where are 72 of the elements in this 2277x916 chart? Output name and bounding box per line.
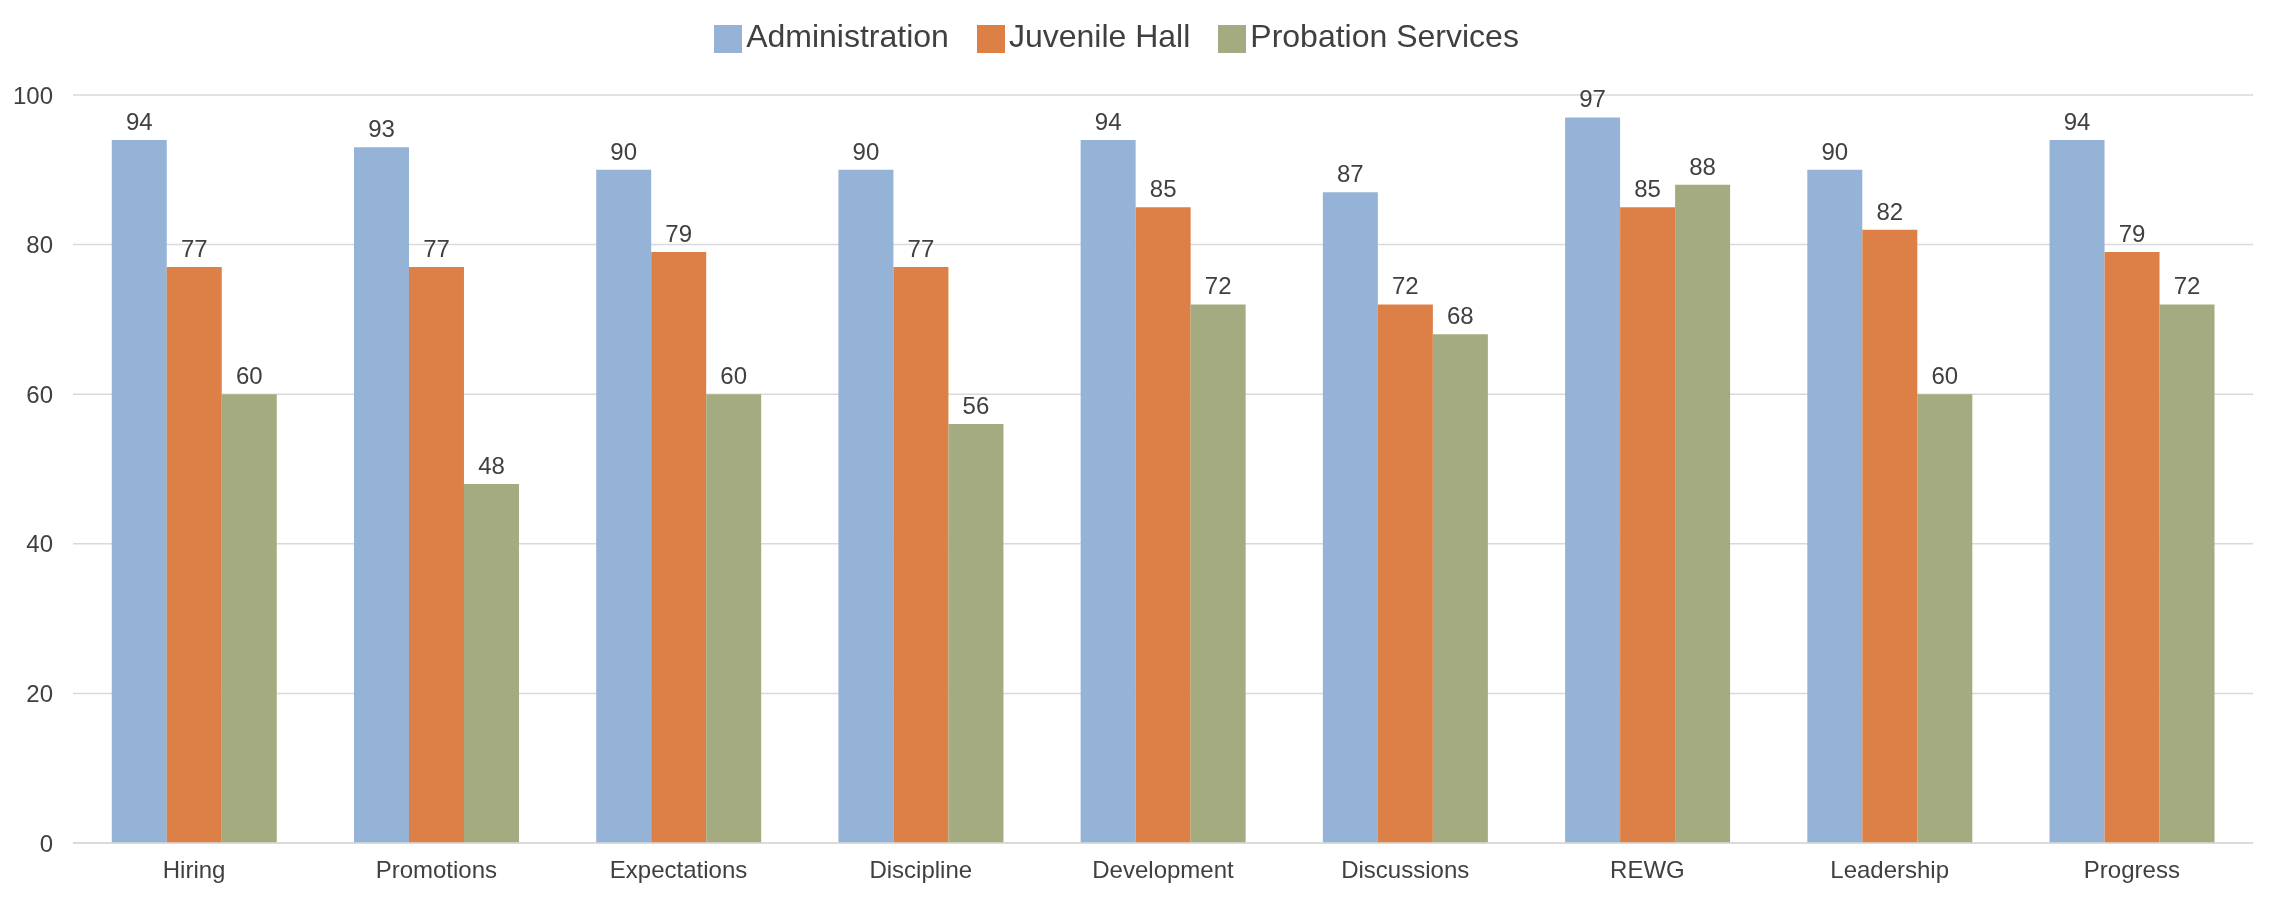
bar	[948, 424, 1004, 843]
bar	[651, 252, 707, 843]
x-tick-label: Discussions	[1341, 856, 1470, 884]
bar	[596, 169, 652, 843]
x-tick-label: Discipline	[869, 856, 973, 884]
x-tick-label: Hiring	[162, 856, 226, 884]
data-label: 82	[1876, 197, 1904, 225]
x-tick-label: Development	[1092, 856, 1235, 884]
data-label: 72	[1392, 272, 1419, 300]
bar	[1807, 169, 1863, 843]
data-label: 79	[665, 220, 693, 248]
data-label: 77	[907, 235, 935, 263]
data-label: 87	[1337, 160, 1364, 188]
bar	[166, 267, 222, 843]
bar	[1565, 117, 1621, 843]
bar	[2104, 252, 2160, 843]
data-label: 56	[962, 392, 990, 420]
data-label: 60	[235, 362, 263, 390]
data-label: 77	[180, 235, 208, 263]
y-tick-label: 20	[26, 679, 53, 707]
x-tick-label: Expectations	[609, 856, 748, 884]
bar	[706, 394, 762, 843]
data-label: 90	[852, 137, 880, 165]
data-label: 68	[1447, 302, 1474, 330]
data-label: 94	[1094, 107, 1122, 135]
y-tick-label: 60	[26, 380, 53, 408]
y-tick-label: 80	[26, 231, 53, 259]
data-label: 94	[2063, 107, 2091, 135]
x-tick-label: Leadership	[1830, 856, 1950, 884]
bar	[838, 169, 894, 843]
bar	[1620, 207, 1676, 843]
legend-label: Probation Services	[1250, 18, 1519, 54]
data-label: 85	[1149, 175, 1177, 203]
data-label: 48	[478, 451, 505, 479]
data-label: 88	[1689, 152, 1716, 180]
bar	[893, 267, 949, 843]
bar	[408, 267, 464, 843]
data-label: 90	[610, 137, 638, 165]
bar	[1917, 394, 1973, 843]
bar	[2049, 139, 2105, 843]
bar	[1675, 184, 1731, 843]
bar	[1190, 304, 1246, 843]
data-label: 79	[2118, 220, 2146, 248]
bar	[1135, 207, 1191, 843]
data-label: 94	[125, 107, 153, 135]
legend-label: Administration	[746, 18, 949, 54]
data-label: 97	[1579, 85, 1606, 113]
data-label: 72	[1204, 272, 1232, 300]
data-label: 90	[1821, 137, 1849, 165]
data-label: 72	[2173, 272, 2201, 300]
y-tick-label: 40	[26, 530, 53, 558]
bar	[1432, 334, 1488, 843]
bar	[2159, 304, 2215, 843]
bar	[353, 147, 409, 843]
bar	[463, 483, 519, 843]
x-tick-label: Promotions	[375, 856, 498, 884]
bar	[1862, 229, 1918, 843]
bar	[1322, 192, 1378, 843]
bar	[1080, 139, 1136, 843]
x-tick-label: Progress	[2083, 856, 2180, 884]
bar	[111, 139, 167, 843]
y-tick-label: 0	[39, 829, 53, 857]
legend-label: Juvenile Hall	[1008, 18, 1191, 54]
y-tick-label: 100	[12, 81, 53, 109]
bar	[1377, 304, 1433, 843]
data-label: 85	[1634, 175, 1661, 203]
x-tick-label: REWG	[1610, 856, 1685, 884]
bar	[221, 394, 277, 843]
data-label: 93	[368, 115, 395, 143]
data-label: 60	[1931, 362, 1959, 390]
data-label: 60	[720, 362, 748, 390]
data-label: 77	[423, 235, 450, 263]
